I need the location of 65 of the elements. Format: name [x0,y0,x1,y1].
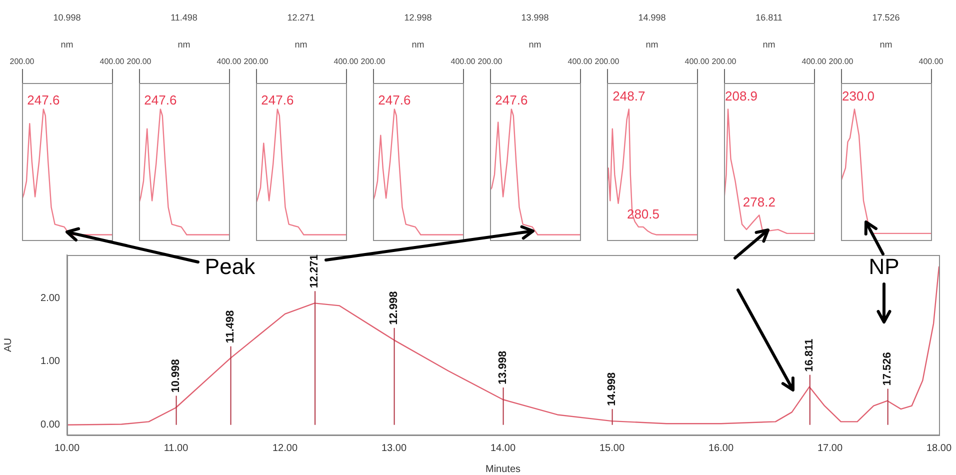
x-tick-label: 400.00 [802,57,827,66]
y-tick-label: 1.00 [40,356,60,368]
x-axis-title: nm [646,39,658,50]
x-axis-title: nm [412,39,424,50]
annotation: 247.6 [144,92,177,108]
x-tick-label: 17.00 [817,442,843,454]
annotation: 17.526 [881,352,894,386]
annotation: 278.2 [742,194,776,210]
x-tick-label: 200.00 [126,57,152,66]
annotation: 208.9 [724,88,758,104]
x-tick-label: 200.00 [10,57,35,66]
x-axis-title: nm [762,39,776,50]
annotation: 230.0 [842,88,875,104]
y-tick-label: 2.00 [40,292,60,304]
x-tick-label: 200.00 [712,57,737,66]
annotation: 13.998 [496,350,509,385]
annotation: 12.271 [308,254,321,288]
annotation: 12.998 [388,291,400,325]
x-axis-title: nm [60,39,74,50]
x-axis-title: nm [528,39,542,50]
x-tick-label: 10.00 [54,442,80,454]
x-tick-label: 200.00 [360,57,386,66]
x-tick-label: 400.00 [450,57,476,66]
x-tick-label: 400.00 [568,57,593,66]
x-axis-title: nm [880,39,892,50]
annotation: Peak [204,254,256,280]
annotation: 14.998 [606,372,618,406]
annotation: 16.811 [803,338,816,372]
x-tick-label: 200.00 [594,57,620,66]
annotation: 11.498 [224,310,236,344]
x-tick-label: 400.00 [918,57,944,66]
annotation: 247.6 [495,92,528,108]
x-tick-label: 400.00 [334,57,359,66]
x-axis-title: nm [178,39,190,50]
chart-title: 10.998 [53,12,81,22]
annotation: 248.7 [612,88,646,104]
chart-title: 16.811 [756,12,782,22]
chart-title: 11.498 [170,12,198,22]
x-tick-label: 200.00 [478,57,503,66]
x-tick-label: 200.00 [828,57,854,66]
chart-title: 13.998 [521,12,549,22]
x-tick-label: 13.00 [381,442,407,454]
annotation: 247.6 [261,92,294,108]
y-tick-label: 0.00 [40,420,60,431]
x-tick-label: 400.00 [100,57,125,66]
x-tick-label: 12.00 [272,442,298,454]
x-tick-label: 18.00 [926,442,952,454]
x-tick-label: 15.00 [599,442,625,454]
chart-title: 17.526 [872,12,900,22]
x-tick-label: 11.00 [164,442,189,454]
x-tick-label: 400.00 [216,57,242,66]
x-axis-title: Minutes [485,464,521,475]
x-tick-label: 400.00 [684,57,710,66]
x-axis-title: nm [294,39,308,50]
x-tick-label: 14.00 [490,442,516,454]
annotation: 247.6 [378,92,411,108]
y-axis-title: AU [2,338,14,352]
chart-title: 14.998 [638,12,666,22]
x-tick-label: 16.00 [708,442,734,454]
annotation: NP [868,254,900,280]
x-tick-label: 200.00 [244,57,269,66]
chart-title: 12.271 [287,12,315,22]
annotation: 10.998 [170,359,182,393]
chart-title: 12.998 [404,12,432,22]
annotation: 247.6 [27,92,60,108]
